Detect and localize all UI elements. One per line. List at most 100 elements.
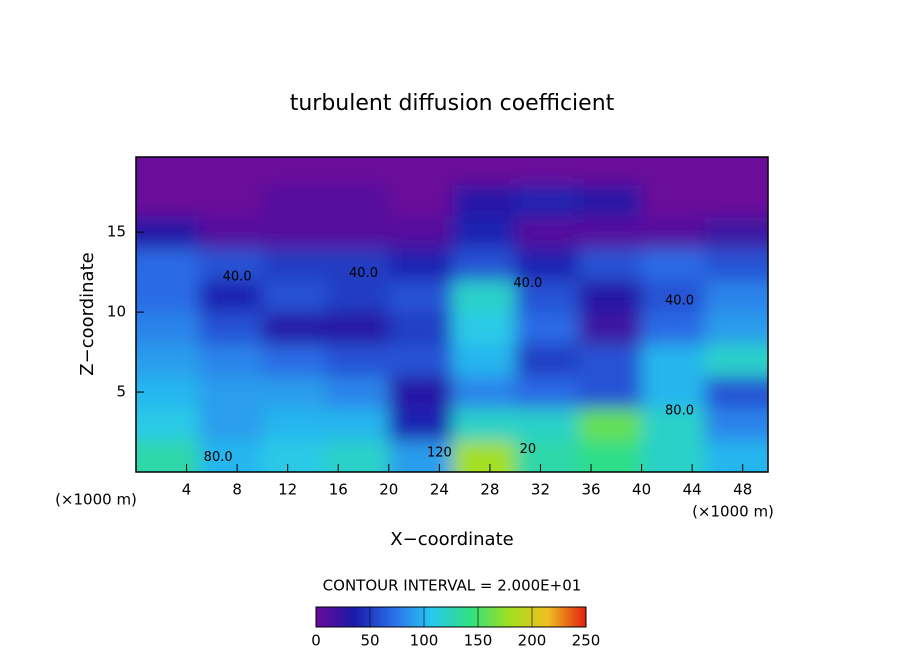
x-tick-label: 16 <box>329 481 348 499</box>
colorbar-tick-label: 50 <box>360 632 379 650</box>
field-cell <box>578 440 643 472</box>
field-cell <box>452 312 516 345</box>
field-cell <box>515 216 579 249</box>
field-cell <box>704 184 768 217</box>
contour-label: 40.0 <box>349 266 378 281</box>
contour-label: 40.0 <box>513 276 542 291</box>
colorbar <box>315 606 587 628</box>
field-cell <box>136 216 200 249</box>
contour-label: 20 <box>520 442 537 457</box>
field-cell <box>262 376 327 409</box>
field-cell <box>515 280 579 313</box>
field-cell <box>452 344 516 377</box>
field-cell <box>262 344 327 377</box>
y-axis-label: Z−coordinate <box>77 252 98 375</box>
field: 40.0 40.0 40.0 40.0 80.0 80.0 120 20 <box>136 157 768 472</box>
field-cell <box>199 184 263 217</box>
field-cell <box>325 440 390 472</box>
field-cell <box>641 408 706 441</box>
contour-label: 120 <box>427 445 452 460</box>
cells <box>136 157 768 472</box>
field-cell <box>199 440 263 472</box>
x-tick-label: 4 <box>182 481 192 499</box>
field-cell <box>262 440 327 472</box>
field-cell <box>388 216 453 249</box>
field-cell <box>388 376 453 409</box>
colorbar-tick-label: 250 <box>572 632 601 650</box>
field-cell <box>515 440 579 472</box>
field-cell <box>704 312 768 345</box>
field-cell <box>388 280 453 313</box>
field-cell <box>641 184 706 217</box>
field-cell <box>578 408 643 441</box>
field-cell <box>325 216 390 249</box>
field-cell <box>136 376 200 409</box>
field-cell <box>641 280 706 313</box>
field-cell <box>641 157 706 185</box>
field-cell <box>452 216 516 249</box>
field-cell <box>325 344 390 377</box>
field-cell <box>578 157 643 185</box>
field-cell <box>452 248 516 281</box>
field-cell <box>325 248 390 281</box>
x-tick-label: 12 <box>278 481 297 499</box>
contour-label: 40.0 <box>665 293 694 308</box>
field-cell <box>136 248 200 281</box>
field-cell <box>578 216 643 249</box>
x-tick-label: 44 <box>683 481 702 499</box>
field-cell <box>704 440 768 472</box>
x-tick-label: 32 <box>531 481 550 499</box>
field-cell <box>325 184 390 217</box>
field-cell <box>704 344 768 377</box>
field-cell <box>641 216 706 249</box>
field-cell <box>262 184 327 217</box>
field-cell <box>262 248 327 281</box>
field-cell <box>704 157 768 185</box>
y-tick-label: 10 <box>107 303 126 321</box>
field-cell <box>388 248 453 281</box>
field-cell <box>515 248 579 281</box>
field-cell <box>262 312 327 345</box>
field-cell <box>325 312 390 345</box>
field-cell <box>325 157 390 185</box>
plot-frame <box>135 156 769 473</box>
field-cell <box>136 312 200 345</box>
field-cell <box>136 440 200 472</box>
field-cell <box>388 184 453 217</box>
x-axis-label: X−coordinate <box>390 529 513 550</box>
field-cell <box>262 280 327 313</box>
field-cell <box>578 312 643 345</box>
contour-interval: CONTOUR INTERVAL = 2.000E+01 <box>323 577 582 595</box>
field-cell <box>388 157 453 185</box>
field-cell <box>199 157 263 185</box>
x-tick-label: 36 <box>581 481 600 499</box>
contour-label: 80.0 <box>204 450 233 465</box>
x-tick-label: 48 <box>733 481 752 499</box>
field-cell <box>641 376 706 409</box>
field-cell <box>641 312 706 345</box>
field-cell <box>704 216 768 249</box>
field-cell <box>262 216 327 249</box>
contour-label: 40.0 <box>223 269 252 284</box>
field-cell <box>578 248 643 281</box>
field-cell <box>388 408 453 441</box>
field-cell <box>136 408 200 441</box>
x-unit: (×1000 m) <box>692 503 774 521</box>
field-cell <box>704 376 768 409</box>
y-tick-label: 5 <box>116 383 126 401</box>
field-cell <box>704 280 768 313</box>
field-cell <box>388 344 453 377</box>
colorbar-tick-label: 150 <box>464 632 493 650</box>
field-cell <box>452 280 516 313</box>
field-cell <box>578 344 643 377</box>
x-tick-label: 8 <box>232 481 242 499</box>
field-cell <box>578 376 643 409</box>
field-cell <box>704 408 768 441</box>
field-cell <box>199 312 263 345</box>
y-unit: (×1000 m) <box>55 491 137 509</box>
field-cell <box>199 280 263 313</box>
field-cell <box>704 248 768 281</box>
field-cell <box>199 408 263 441</box>
field-cell <box>452 376 516 409</box>
